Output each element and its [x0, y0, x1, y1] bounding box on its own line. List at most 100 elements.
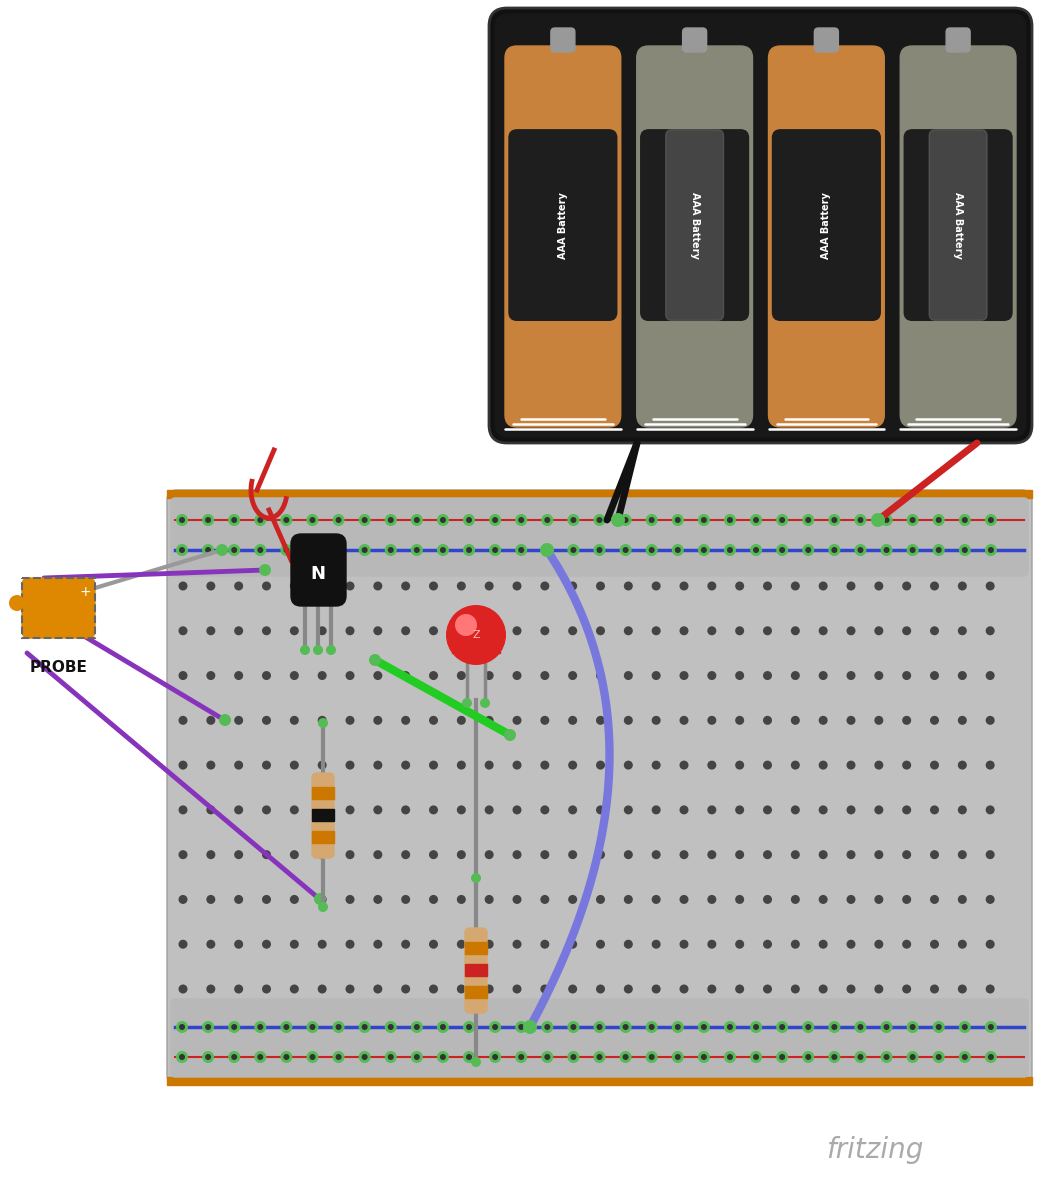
Circle shape: [985, 716, 995, 725]
Circle shape: [763, 626, 772, 635]
Circle shape: [179, 895, 187, 904]
Circle shape: [791, 940, 799, 949]
Circle shape: [958, 805, 967, 815]
Circle shape: [231, 547, 237, 553]
Circle shape: [541, 514, 553, 526]
Circle shape: [280, 1021, 293, 1033]
Circle shape: [672, 1051, 683, 1063]
Circle shape: [736, 761, 744, 769]
Circle shape: [262, 805, 271, 815]
Circle shape: [262, 671, 271, 680]
Circle shape: [806, 1024, 811, 1030]
Circle shape: [652, 940, 660, 949]
Circle shape: [791, 761, 799, 769]
Circle shape: [707, 716, 716, 725]
Circle shape: [736, 671, 744, 680]
Circle shape: [512, 805, 521, 815]
Circle shape: [753, 547, 759, 553]
Circle shape: [933, 1051, 945, 1063]
Circle shape: [401, 850, 411, 859]
Circle shape: [429, 716, 438, 725]
Circle shape: [875, 850, 883, 859]
Circle shape: [620, 544, 631, 556]
Circle shape: [318, 718, 328, 728]
Circle shape: [875, 895, 883, 904]
Circle shape: [463, 544, 475, 556]
Circle shape: [179, 582, 187, 590]
Circle shape: [429, 761, 438, 769]
Circle shape: [961, 1054, 968, 1060]
Circle shape: [958, 716, 967, 725]
Circle shape: [985, 984, 995, 994]
FancyBboxPatch shape: [641, 50, 748, 126]
Circle shape: [318, 761, 327, 769]
Circle shape: [485, 582, 493, 590]
Circle shape: [698, 514, 710, 526]
Circle shape: [763, 984, 772, 994]
FancyBboxPatch shape: [509, 130, 617, 320]
Circle shape: [362, 1054, 368, 1060]
Circle shape: [262, 761, 271, 769]
Circle shape: [373, 805, 382, 815]
Circle shape: [179, 805, 187, 815]
Circle shape: [485, 984, 493, 994]
Circle shape: [679, 940, 689, 949]
Circle shape: [806, 547, 811, 553]
Circle shape: [707, 761, 716, 769]
Circle shape: [568, 940, 577, 949]
Circle shape: [596, 582, 605, 590]
Circle shape: [262, 895, 271, 904]
Circle shape: [414, 1024, 420, 1030]
Circle shape: [540, 940, 550, 949]
Circle shape: [753, 1054, 759, 1060]
Circle shape: [429, 671, 438, 680]
Circle shape: [206, 626, 215, 635]
Circle shape: [679, 805, 689, 815]
Circle shape: [736, 940, 744, 949]
Circle shape: [262, 940, 271, 949]
Circle shape: [624, 805, 633, 815]
Circle shape: [346, 940, 354, 949]
Circle shape: [262, 984, 271, 994]
Circle shape: [597, 1024, 603, 1030]
Circle shape: [485, 626, 493, 635]
Circle shape: [437, 544, 449, 556]
Circle shape: [515, 1051, 528, 1063]
Circle shape: [262, 850, 271, 859]
Circle shape: [489, 1021, 502, 1033]
Circle shape: [818, 626, 828, 635]
Circle shape: [401, 805, 411, 815]
Circle shape: [471, 1057, 481, 1067]
Circle shape: [492, 517, 498, 523]
Circle shape: [234, 940, 243, 949]
Circle shape: [388, 517, 394, 523]
Circle shape: [846, 626, 856, 635]
Circle shape: [489, 544, 502, 556]
Circle shape: [540, 626, 550, 635]
Circle shape: [176, 544, 188, 556]
Circle shape: [206, 716, 215, 725]
Circle shape: [620, 514, 631, 526]
Circle shape: [568, 716, 577, 725]
Circle shape: [234, 671, 243, 680]
Circle shape: [780, 547, 785, 553]
Circle shape: [485, 716, 493, 725]
Circle shape: [707, 671, 716, 680]
Circle shape: [763, 940, 772, 949]
Circle shape: [306, 1021, 319, 1033]
Text: fritzing: fritzing: [827, 1136, 924, 1164]
Circle shape: [596, 850, 605, 859]
Circle shape: [429, 582, 438, 590]
Circle shape: [875, 582, 883, 590]
Circle shape: [512, 582, 521, 590]
Circle shape: [512, 626, 521, 635]
Circle shape: [515, 514, 528, 526]
Circle shape: [623, 547, 629, 553]
Circle shape: [652, 895, 660, 904]
Circle shape: [985, 761, 995, 769]
Circle shape: [401, 671, 411, 680]
FancyBboxPatch shape: [641, 130, 748, 320]
Circle shape: [385, 1051, 397, 1063]
Circle shape: [679, 626, 689, 635]
FancyBboxPatch shape: [768, 46, 884, 427]
